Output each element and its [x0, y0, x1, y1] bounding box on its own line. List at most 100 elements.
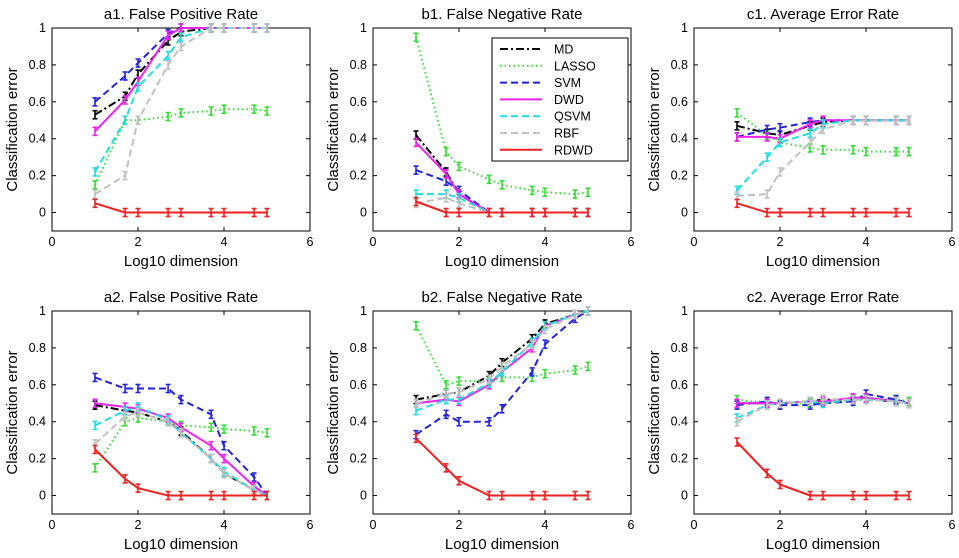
- error-bar-rdwd: [122, 474, 128, 484]
- error-bar-rbf: [850, 115, 856, 126]
- error-bar-rbf: [413, 398, 419, 409]
- y-tick-label: 1: [681, 21, 688, 35]
- error-bar-rdwd: [572, 207, 578, 218]
- panel-title: c2. Average Error Rate: [747, 289, 899, 306]
- error-bar-rdwd: [413, 433, 419, 444]
- plot-frame: [693, 310, 953, 515]
- x-tick-label: 2: [777, 235, 784, 249]
- error-bar-svm: [135, 58, 141, 68]
- legend: MD LASSO SVM DWD QSVM RBF RDWD: [491, 37, 629, 162]
- error-bar-rbf: [486, 374, 492, 385]
- error-bar-rbf: [807, 137, 813, 148]
- error-bar-rbf: [456, 198, 462, 209]
- y-tick-label: 0.4: [671, 415, 688, 429]
- legend-entry-svm: SVM: [500, 76, 581, 90]
- error-bar-rdwd: [734, 198, 740, 209]
- y-axis-label: Classification error: [4, 67, 21, 191]
- error-bar-md: [734, 121, 740, 131]
- legend-entry-rdwd: RDWD: [500, 143, 593, 157]
- error-bar-rbf: [893, 115, 899, 126]
- error-bar-rbf: [456, 387, 462, 398]
- y-tick-label: 0.4: [350, 415, 367, 429]
- error-bar-lasso: [92, 463, 98, 473]
- error-bar-lasso: [264, 106, 270, 116]
- error-bar-rdwd: [165, 490, 171, 501]
- error-bar-rbf: [542, 324, 548, 335]
- panel-a2: 0 0.2 0.4 0.6 0.8 1 0 2 4 6 a2. False Positive Rat…: [4, 289, 314, 553]
- error-bar-qsvm: [135, 82, 141, 92]
- series-line-md: [736, 119, 909, 136]
- error-bar-rbf: [777, 167, 783, 177]
- error-bar-lasso: [221, 424, 227, 434]
- y-tick-label: 0: [360, 206, 367, 220]
- error-bar-lasso: [572, 365, 578, 375]
- series-line-lasso: [94, 417, 268, 469]
- error-bar-dwd: [92, 126, 98, 137]
- error-bar-rdwd: [863, 207, 869, 218]
- error-bar-rbf: [208, 23, 214, 33]
- error-bar-rdwd: [542, 207, 548, 218]
- error-bar-rdwd: [221, 490, 227, 501]
- error-bar-lasso: [542, 368, 548, 379]
- y-tick-label: 0.6: [350, 95, 367, 109]
- legend-entry-dwd: DWD: [500, 93, 584, 107]
- x-tick-label: 0: [49, 235, 56, 249]
- error-bar-rdwd: [92, 444, 98, 455]
- legend-label: DWD: [554, 93, 584, 107]
- error-bar-lasso: [413, 320, 419, 331]
- error-bar-rdwd: [572, 490, 578, 501]
- error-bar-lasso: [906, 146, 912, 157]
- error-bar-rdwd: [585, 207, 591, 218]
- error-bar-rdwd: [486, 490, 492, 501]
- y-tick-label: 0.4: [29, 132, 46, 146]
- error-bar-svm: [122, 71, 128, 81]
- error-bar-qsvm: [92, 420, 98, 431]
- error-bar-svm: [413, 165, 419, 175]
- legend-label: MD: [554, 43, 573, 57]
- error-bar-qsvm: [178, 32, 184, 43]
- y-tick-label: 1: [360, 21, 367, 35]
- error-bar-lasso: [734, 108, 740, 118]
- y-tick-label: 0.4: [350, 132, 367, 146]
- error-bar-rdwd: [764, 207, 770, 218]
- x-axis-label: Log10 dimension: [124, 536, 238, 553]
- error-bar-rbf: [764, 189, 770, 199]
- error-bar-lasso: [486, 174, 492, 185]
- error-bar-rdwd: [251, 490, 257, 501]
- error-bar-rdwd: [413, 196, 419, 207]
- error-bar-lasso: [499, 180, 505, 190]
- legend-entry-lasso: LASSO: [500, 59, 596, 73]
- y-tick-label: 0.6: [671, 95, 688, 109]
- error-bar-rdwd: [251, 207, 257, 218]
- panel-b2: 0 0.2 0.4 0.6 0.8 1 0 2 4 6 b2. False Negative Rat…: [325, 289, 635, 553]
- error-bar-rbf: [165, 60, 171, 70]
- error-bar-rdwd: [135, 207, 141, 218]
- y-tick-label: 0.6: [29, 95, 46, 109]
- error-bar-rbf: [585, 306, 591, 316]
- y-tick-label: 0.2: [350, 452, 367, 466]
- series-line-qsvm: [94, 406, 268, 497]
- panel-title: c1. Average Error Rate: [747, 6, 899, 23]
- x-tick-label: 4: [542, 235, 549, 249]
- error-bar-rbf: [850, 394, 856, 405]
- panel-title: b2. False Negative Rate: [422, 289, 583, 306]
- error-bar-rdwd: [529, 207, 535, 218]
- error-bar-rdwd: [777, 207, 783, 218]
- error-bar-rbf: [906, 398, 912, 409]
- error-bar-svm: [777, 122, 783, 133]
- x-tick-label: 6: [628, 235, 635, 249]
- y-tick-label: 0.8: [671, 341, 688, 355]
- error-bar-qsvm: [764, 152, 770, 162]
- error-bar-rdwd: [456, 207, 462, 218]
- error-bar-lasso: [850, 145, 856, 155]
- error-bar-md: [92, 109, 98, 120]
- plot-frame: [51, 310, 311, 515]
- error-bar-rdwd: [820, 207, 826, 218]
- error-bar-lasso: [820, 145, 826, 155]
- series-line-rbf: [415, 310, 589, 405]
- x-tick-label: 0: [691, 235, 698, 249]
- x-tick-label: 6: [307, 235, 314, 249]
- error-bar-rdwd: [208, 207, 214, 218]
- error-bar-rbf: [820, 124, 826, 135]
- error-bar-lasso: [165, 111, 171, 122]
